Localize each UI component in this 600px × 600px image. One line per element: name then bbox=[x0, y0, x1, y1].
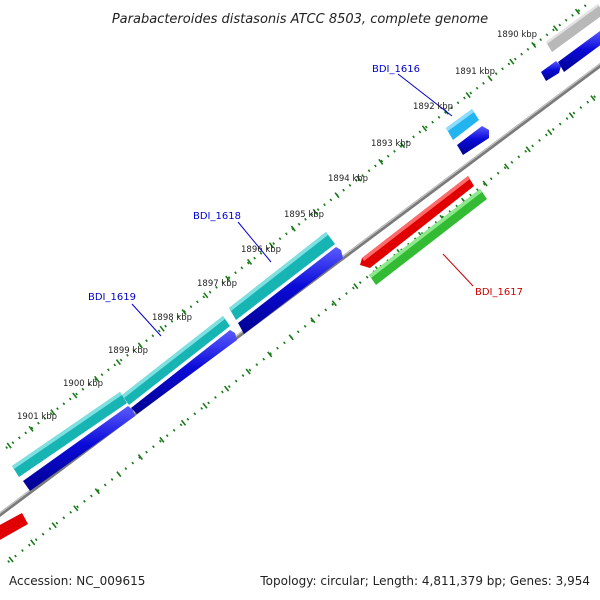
scale-tick bbox=[399, 142, 406, 149]
scale-tick bbox=[421, 125, 428, 132]
scale-tick bbox=[568, 112, 574, 119]
scale-tick bbox=[28, 425, 34, 432]
scale-tick bbox=[465, 92, 471, 99]
kbp-label: 1898 kbp bbox=[152, 313, 192, 323]
kbp-label: 1894 kbp bbox=[328, 174, 368, 184]
scale-tick bbox=[246, 258, 253, 265]
cds-bdi-1616[interactable] bbox=[457, 126, 489, 155]
cds-bdi-1618[interactable] bbox=[238, 247, 343, 334]
scale-tick bbox=[509, 58, 515, 65]
scale-tick bbox=[137, 454, 144, 460]
gene-bdi-1617-red-highlight bbox=[362, 176, 470, 261]
gene-bdi-1616[interactable] bbox=[446, 109, 479, 140]
scale-tick bbox=[223, 385, 230, 392]
scale-tick bbox=[267, 351, 273, 358]
scale-tick bbox=[590, 95, 596, 102]
gene-bdi-1619-highlight bbox=[122, 316, 225, 398]
gene-bdi-1616-highlight bbox=[446, 109, 474, 131]
label-bdi-1616[interactable]: BDI_1616 bbox=[372, 64, 420, 75]
kbp-label: 1896 kbp bbox=[241, 245, 281, 255]
scale-tick bbox=[30, 539, 36, 546]
gene-gray-highlight bbox=[546, 4, 599, 44]
scale-tick bbox=[353, 283, 359, 290]
accession-text: Accession: NC_009615 bbox=[9, 574, 145, 588]
scale-tick bbox=[552, 25, 559, 32]
scale-tick bbox=[159, 436, 165, 443]
label-bdi-1619[interactable]: BDI_1619 bbox=[88, 292, 136, 303]
gene-bdi-1617-green[interactable] bbox=[369, 189, 487, 285]
gene-cyan-lower-left[interactable] bbox=[12, 392, 127, 477]
scale-tick bbox=[203, 292, 209, 299]
label-bdi-1618[interactable]: BDI_1618 bbox=[193, 211, 241, 222]
gene-bdi-1619[interactable] bbox=[122, 316, 230, 405]
scale-tick bbox=[310, 317, 316, 324]
kbp-label: 1891 kbp bbox=[455, 67, 495, 77]
kbp-label: 1893 kbp bbox=[371, 139, 411, 149]
scale-tick bbox=[94, 375, 100, 382]
scale-tick bbox=[268, 242, 275, 249]
scale-tick bbox=[547, 129, 553, 136]
outer-scale-ticks bbox=[6, 8, 581, 449]
scale-tick bbox=[180, 419, 187, 426]
scale-tick bbox=[312, 208, 318, 215]
scale-tick bbox=[356, 175, 362, 182]
gene-bdi-1618-highlight bbox=[229, 232, 328, 311]
scale-tick bbox=[73, 505, 79, 512]
inner-scale-dotted-line bbox=[7, 93, 599, 563]
cds-lower-left[interactable] bbox=[23, 406, 135, 491]
cds-top-2[interactable] bbox=[558, 31, 600, 72]
kbp-label: 1895 kbp bbox=[284, 210, 324, 220]
gene-bdi-1617-green-highlight bbox=[369, 189, 482, 278]
scale-tick bbox=[482, 180, 488, 187]
gene-red-lower-left[interactable] bbox=[0, 513, 28, 541]
kbp-label: 1901 kbp bbox=[17, 412, 57, 422]
genome-summary-text: Topology: circular; Length: 4,811,379 bp… bbox=[259, 574, 590, 588]
scale-tick bbox=[51, 522, 57, 529]
scale-tick bbox=[504, 163, 510, 170]
bdi-1619-connector bbox=[131, 303, 162, 337]
scale-tick bbox=[137, 342, 143, 349]
scale-tick bbox=[116, 471, 122, 478]
gene-gray[interactable] bbox=[546, 4, 600, 52]
scale-tick bbox=[94, 488, 100, 495]
label-bdi-1617[interactable]: BDI_1617 bbox=[475, 287, 523, 298]
scale-tick bbox=[50, 409, 56, 416]
scale-tick bbox=[225, 275, 231, 282]
scale-tick bbox=[115, 359, 122, 366]
kbp-label: 1890 kbp bbox=[497, 30, 537, 40]
bdi-1617-connector bbox=[442, 253, 474, 287]
inner-scale-ticks bbox=[8, 95, 596, 563]
scale-tick bbox=[181, 309, 187, 316]
scale-tick bbox=[288, 334, 294, 341]
scale-tick bbox=[72, 392, 78, 399]
scale-tick bbox=[8, 556, 14, 563]
gene-cyan-lower-left-highlight bbox=[12, 392, 122, 469]
scale-tick bbox=[290, 225, 296, 232]
scale-tick bbox=[159, 325, 165, 332]
scale-tick bbox=[487, 75, 493, 82]
scale-tick bbox=[531, 41, 537, 48]
scale-tick bbox=[334, 192, 340, 199]
scale-tick bbox=[378, 158, 384, 165]
scale-tick bbox=[574, 8, 581, 15]
kbp-label: 1900 kbp bbox=[63, 379, 103, 389]
scale-tick bbox=[331, 300, 337, 307]
kbp-label: 1897 kbp bbox=[197, 279, 237, 289]
kbp-label: 1899 kbp bbox=[108, 346, 148, 356]
scale-tick bbox=[6, 442, 12, 449]
scale-tick bbox=[245, 368, 251, 375]
scale-tick bbox=[525, 146, 531, 153]
map-title: Parabacteroides distasonis ATCC 8503, co… bbox=[112, 12, 488, 27]
bdi-1616-connector bbox=[397, 73, 453, 117]
bdi-1618-connector bbox=[237, 221, 272, 263]
gene-bdi-1617-red[interactable] bbox=[360, 176, 474, 268]
cds-arrow-top-1[interactable] bbox=[541, 61, 561, 81]
kbp-label: 1892 kbp bbox=[413, 102, 453, 112]
cds-bdi-1619[interactable] bbox=[131, 330, 237, 414]
scale-tick bbox=[202, 402, 208, 409]
gene-bdi-1618[interactable] bbox=[229, 232, 335, 320]
